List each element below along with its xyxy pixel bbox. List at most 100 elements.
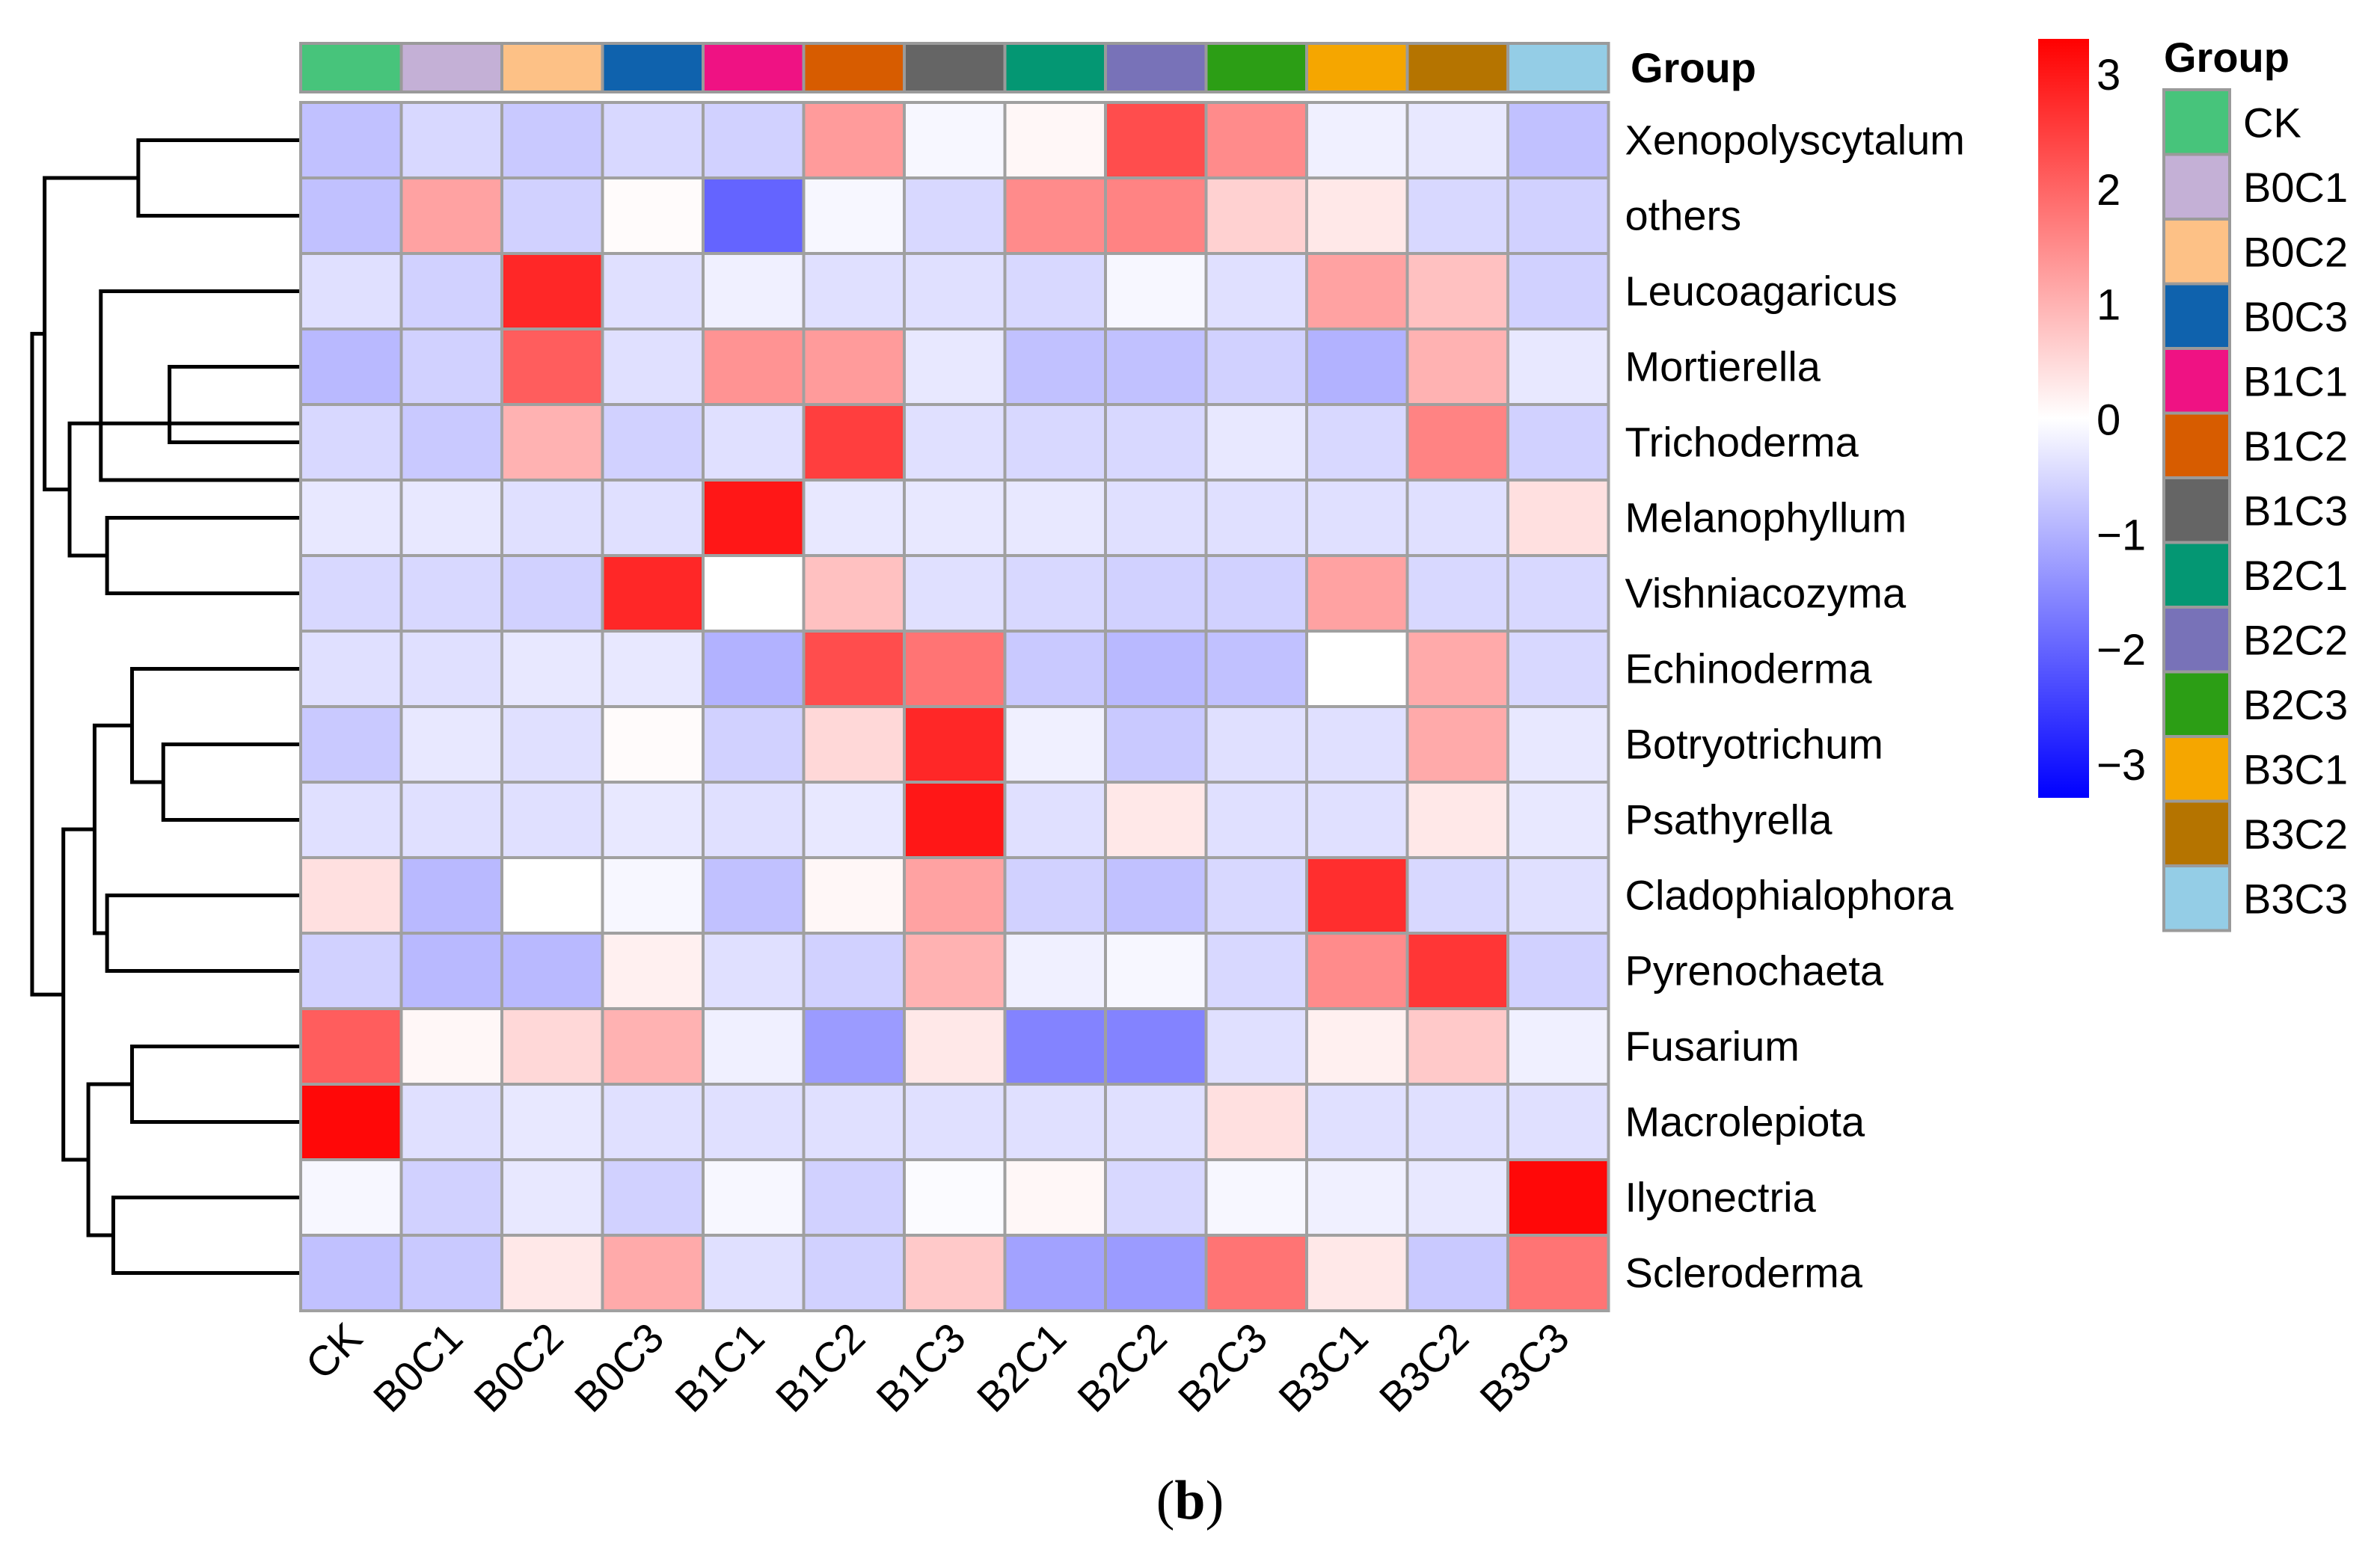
annotation-cell-b1c3 xyxy=(903,42,1007,93)
heatmap-cell xyxy=(802,1234,906,1312)
dendrogram-branch xyxy=(30,331,64,997)
heatmap-cell xyxy=(601,328,705,406)
heatmap-cell xyxy=(500,479,604,557)
heatmap-cell xyxy=(1003,856,1107,935)
heatmap-cell xyxy=(399,630,503,708)
heatmap-cell xyxy=(1204,856,1308,935)
heatmap-cell xyxy=(702,252,806,330)
colorbar-tick-label: 3 xyxy=(2097,51,2120,99)
group-annotation-bar xyxy=(299,42,1610,93)
heatmap-cell xyxy=(802,101,906,179)
heatmap-cell xyxy=(702,101,806,179)
heatmap-cell xyxy=(1104,101,1208,179)
heatmap-cell xyxy=(399,856,503,935)
heatmap-cell xyxy=(1305,101,1409,179)
heatmap-cell xyxy=(299,1234,403,1312)
heatmap-cell xyxy=(1104,856,1208,935)
group-legend-swatch xyxy=(2162,411,2231,479)
heatmap-cell xyxy=(1003,554,1107,633)
heatmap-cell xyxy=(1405,1083,1509,1161)
heatmap-cell xyxy=(299,932,403,1010)
dendrogram-branch xyxy=(130,1045,301,1124)
row-label: Melanophyllum xyxy=(1625,494,1907,541)
heatmap-cell xyxy=(1506,479,1610,557)
panel-label: (b) xyxy=(1156,1470,1224,1531)
heatmap-cell xyxy=(702,1234,806,1312)
heatmap-cell xyxy=(702,328,806,406)
heatmap-cell xyxy=(299,101,403,179)
colorbar-tick-label: 1 xyxy=(2097,281,2120,330)
heatmap-cell xyxy=(299,403,403,482)
annotation-cell-b3c3 xyxy=(1506,42,1610,93)
heatmap-cell xyxy=(500,1083,604,1161)
heatmap-cell xyxy=(802,328,906,406)
heatmap-cell xyxy=(702,176,806,255)
group-legend-label: B2C1 xyxy=(2243,552,2348,599)
annotation-cell-b1c2 xyxy=(802,42,906,93)
heatmap-cell xyxy=(1305,705,1409,784)
heatmap-cell xyxy=(903,479,1007,557)
column-label: B3C1 xyxy=(1269,1314,1377,1421)
heatmap-cell xyxy=(1003,328,1107,406)
heatmap-cell xyxy=(399,1158,503,1237)
group-legend-swatch xyxy=(2162,670,2231,738)
heatmap-cell xyxy=(702,403,806,482)
heatmap-cell xyxy=(1305,856,1409,935)
group-legend-swatch xyxy=(2162,541,2231,609)
heatmap-cell xyxy=(601,705,705,784)
row-label: Cladophialophora xyxy=(1625,872,1954,919)
heatmap-cell xyxy=(1204,403,1308,482)
heatmap-cell xyxy=(1204,1158,1308,1237)
annotation-cell-b2c1 xyxy=(1003,42,1107,93)
heatmap-cell xyxy=(1104,479,1208,557)
group-legend-swatch xyxy=(2162,606,2231,674)
heatmap-cell xyxy=(1506,1158,1610,1237)
dendrogram-branch xyxy=(92,723,132,935)
heatmap-cell xyxy=(903,1007,1007,1086)
heatmap-cell xyxy=(1104,705,1208,784)
heatmap-cell xyxy=(1506,1007,1610,1086)
column-label: CK xyxy=(296,1314,371,1389)
heatmap-cell xyxy=(702,630,806,708)
heatmap-cell xyxy=(1506,328,1610,406)
heatmap-cell xyxy=(1003,403,1107,482)
heatmap-cell xyxy=(399,1007,503,1086)
heatmap-cell xyxy=(500,1158,604,1237)
heatmap-cell xyxy=(1104,781,1208,859)
colorbar-tick-label: 2 xyxy=(2097,166,2120,215)
heatmap-cell xyxy=(1506,101,1610,179)
heatmap-cell xyxy=(1003,781,1107,859)
heatmap-cell xyxy=(1204,554,1308,633)
heatmap-cell xyxy=(299,1007,403,1086)
heatmap-cell xyxy=(702,1007,806,1086)
color-scale-legend: 3 2 1 0 −1 −2 −3 xyxy=(2038,39,2146,798)
heatmap-cell xyxy=(1405,630,1509,708)
heatmap-cell xyxy=(1305,554,1409,633)
heatmap-cell xyxy=(1405,176,1509,255)
heatmap-cell xyxy=(903,328,1007,406)
heatmap-cell xyxy=(399,176,503,255)
heatmap-cell xyxy=(1305,630,1409,708)
heatmap-cell xyxy=(1305,1083,1409,1161)
heatmap-cell xyxy=(802,479,906,557)
heatmap-cell xyxy=(500,554,604,633)
annotation-cell-b0c3 xyxy=(601,42,705,93)
colorbar-tick-label: −2 xyxy=(2097,626,2146,674)
column-label: B0C3 xyxy=(565,1314,673,1421)
group-legend-label: B2C3 xyxy=(2243,681,2348,728)
heatmap-cell xyxy=(1405,781,1509,859)
heatmap-cell xyxy=(1506,176,1610,255)
heatmap-cell xyxy=(702,705,806,784)
heatmap-cell xyxy=(399,479,503,557)
group-legend-label: B1C3 xyxy=(2243,487,2348,534)
heatmap-cells xyxy=(299,101,1610,1312)
heatmap-cell xyxy=(1204,932,1308,1010)
heatmap-cell xyxy=(1104,328,1208,406)
heatmap-cell xyxy=(601,176,705,255)
heatmap-cell xyxy=(601,1083,705,1161)
heatmap-cell xyxy=(903,252,1007,330)
row-label: Psathyrella xyxy=(1625,796,1833,843)
heatmap-cell xyxy=(601,403,705,482)
heatmap-cell xyxy=(1003,630,1107,708)
heatmap-cell xyxy=(500,176,604,255)
